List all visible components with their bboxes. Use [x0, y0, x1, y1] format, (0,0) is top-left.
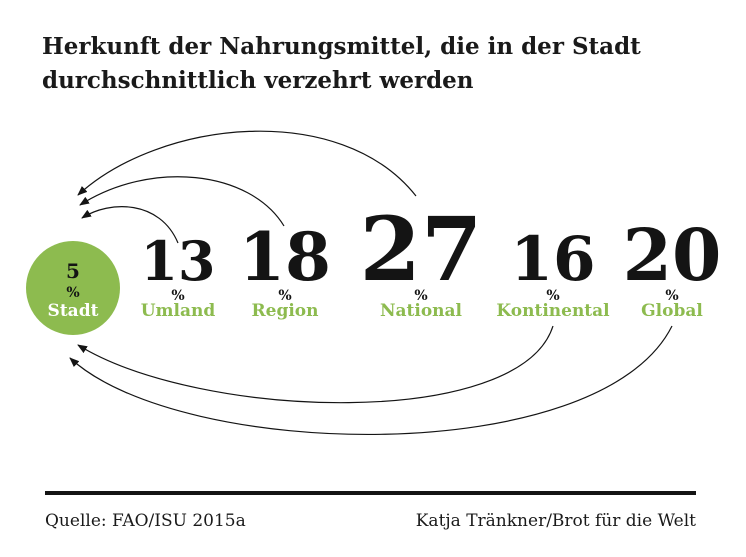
source-note: Quelle: FAO/ISU 2015a — [45, 511, 246, 531]
arrow-national-to-stadt — [77, 130, 417, 197]
label-global: Global — [641, 301, 703, 321]
label-national: National — [380, 301, 463, 321]
value-umland: 13 — [141, 229, 216, 293]
label-umland: Umland — [141, 301, 216, 321]
category-marks: 5%Stadt13%Umland18%Region27%National16%K… — [26, 197, 721, 335]
value-region: 18 — [239, 218, 331, 296]
arrow-region-to-stadt — [79, 176, 285, 227]
unit-global: % — [665, 288, 678, 304]
value-kontinental: 16 — [510, 224, 595, 295]
label-kontinental: Kontinental — [496, 301, 610, 321]
label-stadt: Stadt — [48, 301, 99, 321]
unit-umland: % — [171, 288, 184, 304]
credit-note: Katja Tränkner/Brot für die Welt — [415, 511, 696, 531]
footer-rule — [45, 491, 696, 495]
value-stadt: 5 — [66, 259, 80, 283]
unit-region: % — [278, 288, 291, 304]
value-global: 20 — [623, 213, 722, 297]
arrow-kontinental-to-stadt — [77, 325, 554, 404]
unit-stadt: % — [66, 285, 79, 301]
unit-kontinental: % — [546, 288, 559, 304]
unit-national: % — [414, 288, 427, 304]
flow-arrows — [69, 130, 673, 435]
title-line-2: durchschnittlich verzehrt werden — [42, 67, 474, 94]
chart-title: Herkunft der Nahrungsmittel, die in der … — [42, 30, 702, 98]
value-national: 27 — [360, 197, 483, 301]
title-line-1: Herkunft der Nahrungsmittel, die in der … — [42, 33, 641, 60]
label-region: Region — [252, 301, 319, 321]
arrow-umland-to-stadt — [81, 206, 179, 244]
arrow-global-to-stadt — [69, 325, 673, 435]
stadt-circle — [26, 241, 120, 335]
